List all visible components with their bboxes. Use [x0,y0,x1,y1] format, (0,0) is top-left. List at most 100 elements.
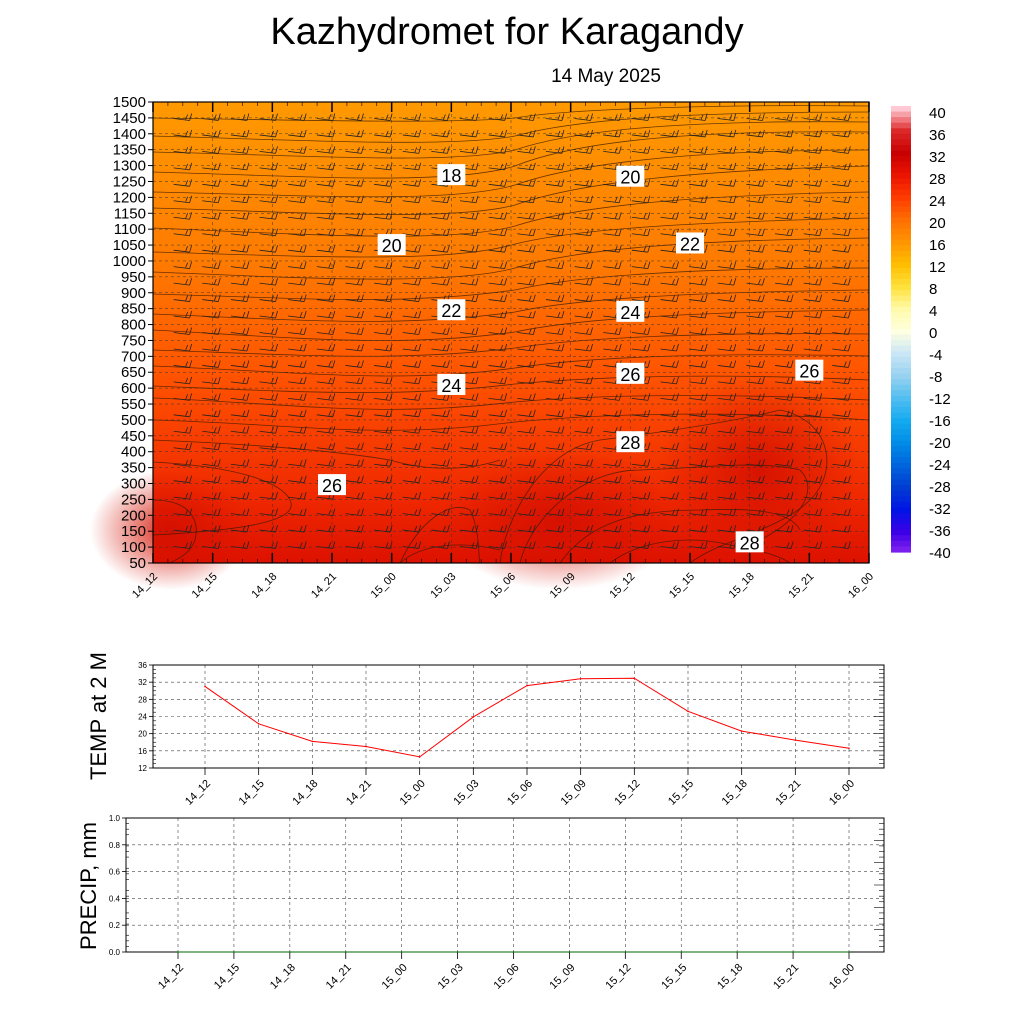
wind-barb [431,360,450,368]
data-point [257,722,260,725]
wind-barb [574,113,593,121]
wind-barb [775,492,794,500]
wind-barb [803,508,823,517]
wind-barb [631,294,651,302]
wind-barb [345,179,364,187]
y-tick-label: 650 [121,364,146,381]
wind-barb [689,524,708,533]
contour-label-text: 28 [620,433,640,453]
y-tick-label: 36 [138,661,147,670]
wind-barb [288,228,307,237]
wind-barb [689,310,708,319]
wind-barb [459,541,479,549]
wind-barb [775,245,794,253]
colorbar-swatch [891,111,911,118]
wind-barb [631,475,651,484]
wind-barb [316,195,336,204]
wind-barb [259,146,278,154]
wind-barb [717,327,737,335]
wind-barb [717,261,737,270]
wind-barb [288,179,307,187]
wind-barb [517,245,536,253]
wind-barb [689,376,708,385]
wind-barb [202,492,221,500]
wind-barb [660,442,679,451]
wind-barb [374,343,393,352]
colorbar-swatch [891,273,911,280]
wind-barb [230,212,250,220]
wind-barb [345,475,364,484]
wind-barb [717,179,737,187]
wind-barb [689,459,708,467]
wind-barb [230,459,250,467]
wind-barb [603,113,622,121]
wind-barb [517,393,536,401]
y-tick-label: 700 [121,348,146,365]
wind-barb [832,228,851,237]
wind-barb [689,277,708,286]
wind-barb [202,228,221,237]
wind-barb [545,129,565,138]
colorbar-swatch [891,501,911,508]
colorbar-swatch [891,167,911,174]
wind-barb [316,426,336,434]
wind-barb [603,492,622,500]
data-point [579,677,582,680]
wind-barb [402,508,422,517]
colorbar-swatch [891,546,911,553]
wind-barb [545,459,565,467]
wind-barb [431,277,450,286]
contour-label: 26 [795,359,824,382]
wind-barb [488,277,508,286]
wind-barb [517,162,536,171]
x-tick-label: 16_00 [827,962,857,992]
contour-label: 26 [318,474,346,496]
contour-label-box [318,474,346,496]
wind-barb [775,442,794,451]
wind-barb [345,360,364,368]
wind-barb [631,459,651,467]
wind-barb [832,524,851,533]
colorbar-swatch [891,540,911,548]
wind-barb [832,162,851,171]
y-tick-label: 850 [121,301,146,318]
wind-barb [832,129,851,138]
wind-barb [689,508,708,517]
wind-barb [459,343,479,352]
colorbar-swatch [891,479,911,486]
wind-barb [803,162,823,171]
wind-barb [803,310,823,319]
x-tick-label: 15_15 [667,571,697,601]
wind-barb [517,327,536,335]
wind-barb [374,393,393,401]
y-tick-label: 550 [121,396,146,413]
wind-barb [402,261,422,270]
x-tick-label: 15_21 [773,778,803,808]
wind-barb [459,492,479,500]
wind-barb [775,343,794,352]
wind-barb [660,343,679,352]
wind-barb [345,162,364,171]
wind-barb [746,459,765,467]
wind-barb [689,129,708,138]
wind-barb [173,409,193,418]
wind-barb [832,113,851,121]
wind-barb [717,294,737,302]
x-tick-label: 14_21 [309,571,339,601]
wind-barb [832,343,851,352]
wind-barb [459,459,479,467]
wind-barb [603,459,622,467]
wind-barb [832,245,851,253]
wind-barb [316,442,336,451]
wind-barb [173,442,193,451]
wind-barb [345,327,364,335]
wind-barb [316,162,336,171]
y-tick-label: 1450 [113,110,146,127]
colorbar-swatch [891,200,911,207]
wind-barb [631,327,651,335]
y-tick-label: 0.4 [109,894,121,903]
colorbar-label: 8 [929,281,937,298]
wind-barb [689,294,708,302]
wind-barb [545,195,565,204]
wind-barb [431,475,450,484]
